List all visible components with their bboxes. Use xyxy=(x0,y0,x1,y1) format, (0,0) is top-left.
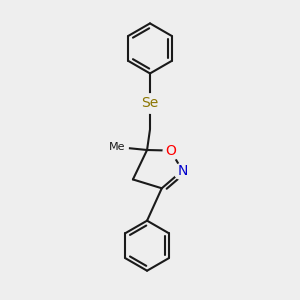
Text: Se: Se xyxy=(141,96,159,110)
Text: O: O xyxy=(165,144,176,158)
Text: Me: Me xyxy=(110,142,126,152)
Text: N: N xyxy=(177,164,188,178)
